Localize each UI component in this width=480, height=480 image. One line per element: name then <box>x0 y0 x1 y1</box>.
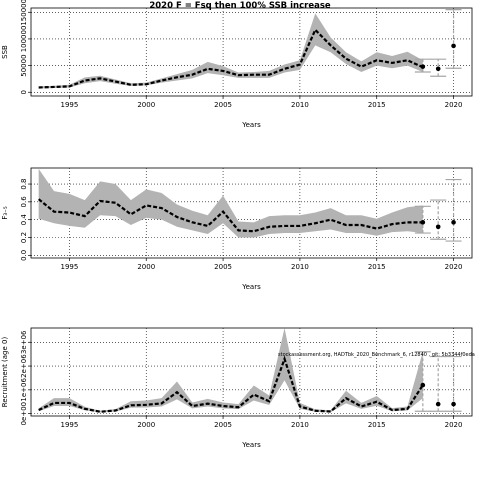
y-tick-label: 150000 <box>20 0 28 26</box>
x-axis-label: Years <box>241 283 261 291</box>
x-tick-label: 2010 <box>291 101 309 109</box>
y-tick-label: 50000 <box>20 54 28 76</box>
forecast-point <box>435 401 441 407</box>
recruitment-panel: 1995 2000 2005 2010 2015 2020 0e+001e+062e+063… <box>1 327 473 449</box>
x-tick-label: 2000 <box>137 101 155 109</box>
y-tick-label: 2e+06 <box>20 354 28 378</box>
confidence-band <box>38 168 423 238</box>
estimate-line <box>37 198 423 233</box>
estimate-line <box>38 27 424 89</box>
ssb-panel: 1995 2000 2005 2010 2015 2020 0 500001000001500… <box>1 0 473 129</box>
x-axis-label: Years <box>241 441 261 449</box>
x-tick-label: 2000 <box>137 263 155 271</box>
y-tick-label: 0 <box>20 90 28 94</box>
forecast-point <box>451 401 456 407</box>
y-axis-label: Recruitment (age 0) <box>1 337 9 408</box>
x-tick-label: 2015 <box>368 263 386 271</box>
y-tick-label: 0e+00 <box>20 402 28 426</box>
plot-frame <box>30 7 473 97</box>
figure-title: 2020 F = Fsq then 100% SSB increase <box>149 1 331 11</box>
plot-frame <box>30 327 473 417</box>
forecast-point <box>420 382 426 388</box>
forecast-point <box>435 66 441 72</box>
x-tick-label: 2020 <box>445 263 463 271</box>
x-tick-label: 2005 <box>214 263 232 271</box>
forecast-point <box>420 220 426 225</box>
x-tick-label: 1995 <box>61 101 79 109</box>
confidence-band <box>38 13 423 89</box>
y-tick-label: 1e+06 <box>20 378 28 402</box>
x-tick-label: 2015 <box>368 421 386 429</box>
y-tick-label: 0.0 <box>20 250 28 261</box>
y-axis-label: SSB <box>1 45 9 59</box>
y-tick-label: 0.2 <box>20 232 28 243</box>
x-tick-label: 2010 <box>291 421 309 429</box>
confidence-band <box>38 328 423 413</box>
y-tick-label: 100000 <box>20 26 28 53</box>
x-tick-label: 2010 <box>291 263 309 271</box>
x-axis-label: Years <box>241 121 261 129</box>
estimate-line <box>38 355 424 413</box>
x-tick-label: 2005 <box>214 421 232 429</box>
forecast-point <box>435 224 441 230</box>
y-tick-label: 0.6 <box>20 196 28 208</box>
y-axis-label: F₃₋₅ <box>1 206 9 220</box>
x-tick-label: 2020 <box>445 421 463 429</box>
x-tick-label: 2015 <box>368 101 386 109</box>
fbar-panel: 1995 2000 2005 2010 2015 2020 0.0 0.2 0.4 0.6 0.8 Y… <box>1 167 473 291</box>
y-tick-label: 3e+06 <box>20 330 28 354</box>
y-tick-label: 0.8 <box>20 178 28 189</box>
plot-frame <box>30 167 473 259</box>
x-tick-label: 1995 <box>61 263 79 271</box>
forecast-point <box>420 64 426 69</box>
source-note: stockassessment.org, HADTbk_2020_Benchma… <box>278 352 475 358</box>
x-tick-label: 2000 <box>137 421 155 429</box>
y-tick-label: 0.4 <box>20 214 28 226</box>
forecast-point <box>451 43 456 49</box>
x-tick-label: 2020 <box>445 101 463 109</box>
forecast-point <box>451 220 456 225</box>
x-tick-label: 2005 <box>214 101 232 109</box>
x-tick-label: 1995 <box>61 421 79 429</box>
